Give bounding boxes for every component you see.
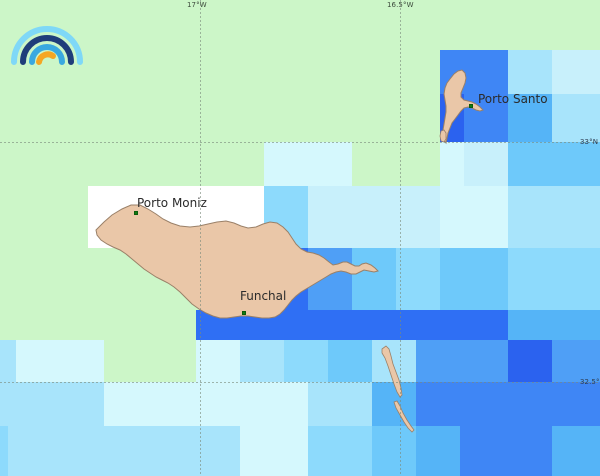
data-tile: [464, 142, 508, 186]
data-tile: [552, 382, 600, 426]
data-tile: [16, 426, 104, 476]
rainbow-logo[interactable]: [8, 14, 86, 66]
data-tile: [508, 310, 600, 340]
place-label: Porto Santo: [478, 92, 548, 106]
place-marker-dot[interactable]: [469, 104, 473, 108]
data-tile: [352, 248, 396, 310]
data-tile: [508, 142, 600, 186]
data-tile: [508, 94, 552, 142]
data-tile: [0, 426, 8, 476]
porto-santo-island-shape: [442, 69, 484, 145]
place-label: Porto Moniz: [137, 196, 207, 210]
data-tile: [552, 50, 600, 94]
data-tile: [508, 50, 552, 94]
data-tile: [416, 382, 552, 426]
rainbow-arc-second: [20, 35, 74, 65]
porto-santo-islet-shape: [439, 129, 447, 143]
data-tile: [0, 382, 104, 426]
data-tile: [328, 340, 372, 382]
data-tile: [284, 340, 328, 382]
desertas-north-islet-shape: [381, 345, 403, 398]
data-tile: [352, 310, 396, 340]
place-marker-dot[interactable]: [242, 311, 246, 315]
rainbow-arc-outer: [11, 26, 83, 65]
data-tile: [440, 248, 508, 310]
data-tile: [372, 382, 416, 426]
data-tile: [308, 382, 372, 426]
data-tile: [508, 248, 600, 310]
longitude-label: 17°W: [187, 1, 207, 9]
place-marker-dot[interactable]: [134, 211, 138, 215]
data-tile: [552, 426, 600, 476]
data-tile: [240, 382, 308, 426]
data-tile: [240, 340, 284, 382]
longitude-gridline: [400, 0, 401, 476]
data-tile: [392, 310, 508, 340]
longitude-label: 16.5°W: [387, 1, 414, 9]
data-tile: [240, 426, 308, 476]
rainbow-arc-third: [29, 44, 65, 65]
rainbow-arc-inner: [36, 51, 56, 65]
latitude-label: 33°N: [580, 138, 599, 146]
data-tile: [104, 382, 240, 426]
data-tile: [508, 186, 600, 248]
data-tile: [16, 340, 104, 382]
longitude-gridline: [200, 0, 201, 476]
data-tile: [440, 186, 508, 248]
data-tile: [508, 340, 552, 382]
data-tile: [372, 426, 416, 476]
place-label: Funchal: [240, 289, 287, 303]
data-tile: [460, 426, 552, 476]
data-tile: [396, 186, 440, 248]
data-tile: [196, 340, 240, 382]
data-tile: [0, 340, 16, 382]
data-tile: [440, 142, 464, 186]
madeira-island-shape: [95, 204, 379, 319]
data-tile: [552, 94, 600, 142]
data-tile: [104, 340, 196, 382]
data-tile: [416, 340, 508, 382]
data-tile: [104, 426, 240, 476]
data-tile: [396, 248, 440, 310]
data-tile: [264, 142, 352, 186]
latitude-gridline: [0, 382, 600, 383]
data-tile: [416, 426, 460, 476]
data-tile: [552, 340, 600, 382]
latitude-gridline: [0, 142, 600, 143]
latitude-label: 32.5°N: [580, 378, 600, 386]
data-tile: [308, 426, 372, 476]
